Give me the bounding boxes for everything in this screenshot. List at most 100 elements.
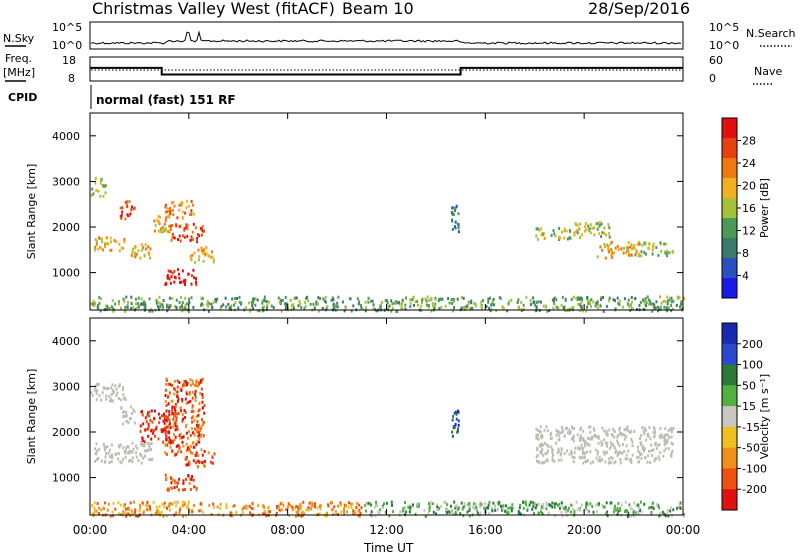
echo-cell [216,297,219,301]
echo-cell [498,296,501,300]
echo-cell [215,300,218,304]
echo-cell [625,444,628,448]
echo-cell [222,303,225,307]
echo-cell [234,297,237,300]
echo-cell [335,512,337,516]
echo-cell [471,306,474,310]
echo-cell [168,422,171,426]
echo-cell [324,295,327,299]
echo-cell [147,425,150,429]
echo-cell [114,507,117,511]
echo-cell [194,260,196,264]
echo-cell [613,435,616,439]
colorbar-segment [722,118,737,139]
echo-cell [119,206,122,210]
echo-cell [120,461,123,465]
echo-cell [582,461,585,465]
echo-cell [254,297,257,301]
echo-cell [157,214,160,218]
echo-cell [190,199,193,203]
echo-cell [209,255,212,259]
echo-cell [157,229,160,233]
echo-cell [169,426,172,430]
echo-cell [139,505,142,509]
echo-cell [680,303,683,306]
echo-cell [588,227,591,231]
echo-cell [592,300,595,304]
echo-cell [311,502,314,506]
echo-cell [267,506,270,510]
echo-cell [570,449,573,453]
echo-cell [164,394,167,397]
echo-cell [618,509,621,512]
echo-cell [210,250,213,254]
echo-cell [566,509,569,513]
echo-cell [538,460,541,464]
echo-cell [526,506,529,510]
echo-cell [103,445,106,449]
echo-cell [367,300,370,304]
echo-cell [119,460,122,464]
echo-cell [158,505,161,509]
echo-cell [213,452,216,456]
echo-cell [131,450,134,454]
echo-cell [536,448,539,451]
echo-cell [375,500,377,504]
echo-cell [414,512,417,516]
colorbar-tick-label: 20 [742,180,756,193]
echo-cell [201,453,204,457]
echo-cell [559,236,561,240]
echo-cell [545,501,548,505]
echo-cell [186,449,189,453]
echo-cell [666,309,668,313]
echo-cell [96,389,98,393]
echo-cell [198,234,201,238]
echo-cell [540,506,543,510]
echo-region [164,377,206,457]
echo-cell [155,505,158,509]
echo-cell [365,306,367,310]
echo-cell [98,506,101,510]
echo-cell [546,451,549,455]
echo-cell [184,456,187,460]
echo-cell [181,304,183,308]
echo-cell [161,414,163,418]
echo-cell [551,501,554,505]
echo-cell [639,441,642,444]
echo-cell [644,299,647,303]
echo-cell [136,514,139,518]
echo-cell [658,514,661,518]
echo-cell [96,304,99,307]
echo-cell [137,249,140,252]
freq-tick-bottom: 8 [68,72,75,85]
echo-cell [427,512,430,516]
colorbar-segment [722,138,737,159]
echo-cell [390,500,393,504]
echo-cell [631,508,634,512]
echo-cell [579,428,582,431]
echo-cell [436,503,439,507]
echo-cell [106,305,109,309]
nsky-label: N.Sky [3,32,35,45]
echo-cell [171,399,174,403]
echo-cell [170,238,173,242]
echo-cell [324,514,327,518]
echo-cell [147,448,150,452]
echo-cell [618,303,621,307]
echo-cell [165,216,168,220]
echo-cell [613,507,616,510]
echo-cell [193,504,196,507]
echo-cell [412,295,415,299]
echo-cell [130,449,133,453]
echo-cell [178,301,181,304]
echo-cell [185,442,188,446]
echo-cell [96,247,99,251]
echo-cell [599,221,601,225]
echo-cell [647,246,650,250]
echo-cell [506,511,508,515]
echo-cell [102,184,105,188]
echo-cell [326,305,329,309]
echo-cell [569,229,571,233]
echo-cell [106,307,108,311]
